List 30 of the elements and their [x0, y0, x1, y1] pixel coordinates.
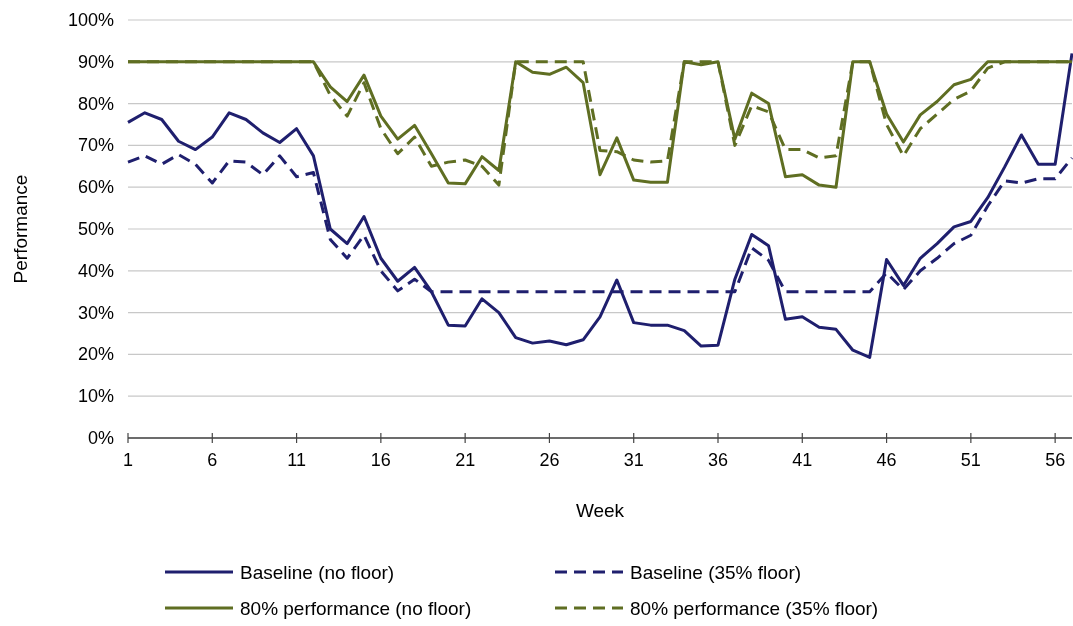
y-tick-label: 80%: [77, 93, 114, 114]
y-tick-label: 100%: [67, 10, 114, 30]
x-tick-label: 46: [876, 450, 897, 470]
y-tick-label: 60%: [77, 177, 114, 198]
y-tick-label: 10%: [77, 386, 114, 407]
x-tick-label: 11: [287, 450, 306, 470]
y-tick-label: 40%: [77, 260, 114, 281]
y-tick-label: 20%: [77, 344, 114, 365]
x-tick-label: 51: [960, 450, 981, 470]
x-tick-label: 21: [455, 450, 476, 470]
y-tick-label: 90%: [77, 51, 114, 72]
line-series: [126, 51, 1073, 359]
x-tick-label: 1: [122, 450, 134, 470]
y-tick-label: 70%: [77, 135, 114, 156]
y-tick-label: 0%: [87, 428, 114, 448]
x-tick-label: 56: [1045, 450, 1066, 470]
y-tick-label: 30%: [77, 302, 114, 323]
legend-label: Baseline (no floor): [240, 562, 395, 583]
legend-label: 80% performance (35% floor): [630, 598, 879, 619]
legend-label: Baseline (35% floor): [630, 562, 802, 583]
x-tick-label: 31: [623, 450, 644, 470]
x-tick-label: 16: [370, 450, 391, 470]
x-tick-label: 26: [539, 450, 560, 470]
x-tick-label: 36: [707, 450, 729, 470]
y-axis-title: Performance: [10, 174, 31, 284]
x-tick-label: 6: [207, 450, 218, 470]
y-tick-label: 50%: [77, 219, 114, 239]
x-tick-label: 41: [792, 450, 813, 470]
legend-label: 80% performance (no floor): [240, 598, 472, 619]
x-axis-title: Week: [575, 500, 625, 521]
